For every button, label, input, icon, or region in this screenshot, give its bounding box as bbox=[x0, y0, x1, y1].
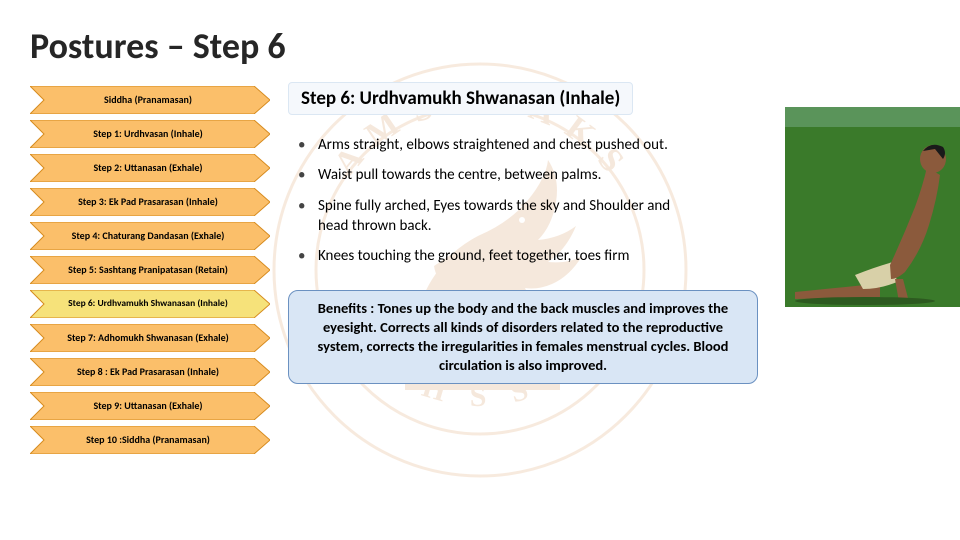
nav-step-label: Step 8 : Ek Pad Prasarasan (Inhale) bbox=[40, 367, 270, 378]
nav-step-6[interactable]: Step 6: Urdhvamukh Shwanasan (Inhale) bbox=[30, 290, 270, 318]
nav-step-label: Step 9: Uttanasan (Exhale) bbox=[40, 401, 270, 412]
nav-step-label: Step 7: Adhomukh Shwanasan (Exhale) bbox=[40, 333, 270, 344]
benefits-box: Benefits : Tones up the body and the bac… bbox=[288, 290, 758, 383]
nav-step-10[interactable]: Step 10 :Siddha (Pranamasan) bbox=[30, 426, 270, 454]
nav-step-label: Step 6: Urdhvamukh Shwanasan (Inhale) bbox=[40, 299, 270, 309]
nav-step-label: Step 5: Sashtang Pranipatasan (Retain) bbox=[40, 265, 270, 276]
page-title: Postures – Step 6 bbox=[30, 24, 930, 68]
slide: A M S E V A K S H S S Postures – Step 6 … bbox=[0, 0, 960, 540]
bullet-item: • Arms straight, elbows straightened and … bbox=[298, 135, 678, 155]
nav-step-7[interactable]: Step 7: Adhomukh Shwanasan (Exhale) bbox=[30, 324, 270, 352]
nav-step-5[interactable]: Step 5: Sashtang Pranipatasan (Retain) bbox=[30, 256, 270, 284]
pose-image bbox=[785, 107, 960, 307]
nav-step-9[interactable]: Step 9: Uttanasan (Exhale) bbox=[30, 392, 270, 420]
bullet-dot: • bbox=[298, 135, 304, 155]
nav-step-4[interactable]: Step 4: Chaturang Dandasan (Exhale) bbox=[30, 222, 270, 250]
nav-step-label: Step 2: Uttanasan (Exhale) bbox=[40, 163, 270, 174]
nav-step-label: Step 10 :Siddha (Pranamasan) bbox=[40, 435, 270, 446]
bullet-item: • Spine fully arched, Eyes towards the sk… bbox=[298, 196, 678, 237]
bullet-text: Waist pull towards the centre, between p… bbox=[318, 165, 601, 185]
benefits-text: Benefits : Tones up the body and the bac… bbox=[318, 299, 729, 374]
bullet-text: Arms straight, elbows straightened and c… bbox=[318, 135, 668, 155]
step-nav: Siddha (Pranamasan) Step 1: Urdhvasan (In… bbox=[30, 82, 270, 454]
nav-step-label: Step 3: Ek Pad Prasarasan (Inhale) bbox=[40, 197, 270, 208]
nav-step-8[interactable]: Step 8 : Ek Pad Prasarasan (Inhale) bbox=[30, 358, 270, 386]
bullet-dot: • bbox=[298, 165, 304, 185]
bullet-item: • Waist pull towards the centre, between … bbox=[298, 165, 678, 185]
nav-step-0[interactable]: Siddha (Pranamasan) bbox=[30, 86, 270, 114]
step-heading-box: Step 6: Urdhvamukh Shwanasan (Inhale) bbox=[288, 82, 633, 115]
nav-step-label: Step 1: Urdhvasan (Inhale) bbox=[40, 129, 270, 140]
step-heading: Step 6: Urdhvamukh Shwanasan (Inhale) bbox=[301, 87, 620, 110]
nav-step-3[interactable]: Step 3: Ek Pad Prasarasan (Inhale) bbox=[30, 188, 270, 216]
nav-step-label: Siddha (Pranamasan) bbox=[40, 95, 270, 106]
bullet-item: • Knees touching the ground, feet togethe… bbox=[298, 246, 678, 266]
bullet-text: Knees touching the ground, feet together… bbox=[318, 246, 629, 266]
nav-step-1[interactable]: Step 1: Urdhvasan (Inhale) bbox=[30, 120, 270, 148]
nav-step-2[interactable]: Step 2: Uttanasan (Exhale) bbox=[30, 154, 270, 182]
bullet-dot: • bbox=[298, 196, 304, 237]
nav-step-label: Step 4: Chaturang Dandasan (Exhale) bbox=[40, 231, 270, 242]
bullet-text: Spine fully arched, Eyes towards the sky… bbox=[318, 196, 678, 237]
bullet-dot: • bbox=[298, 246, 304, 266]
